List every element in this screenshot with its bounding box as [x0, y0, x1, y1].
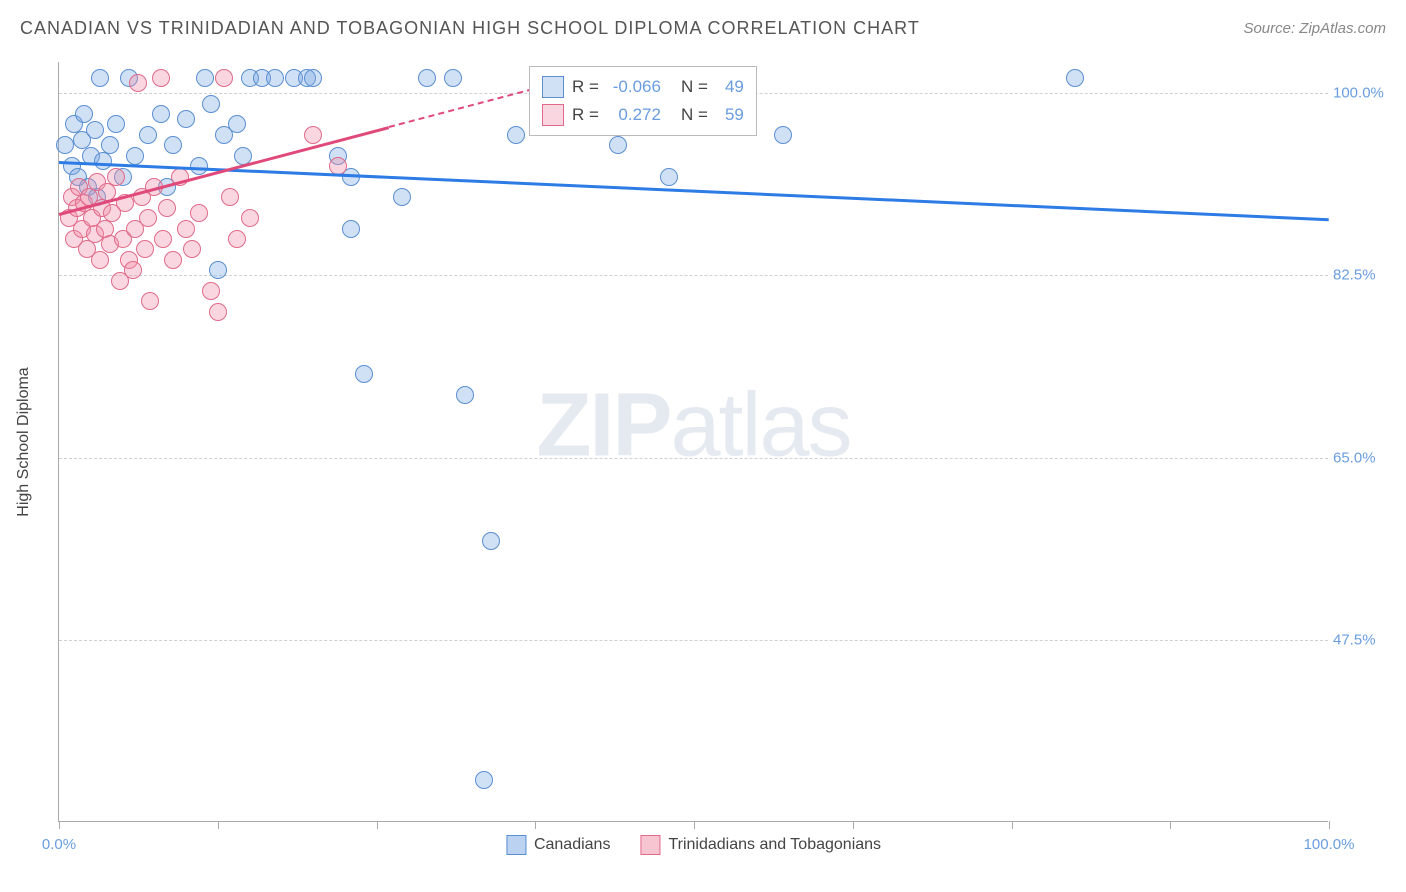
data-point: [91, 251, 109, 269]
data-point: [126, 147, 144, 165]
legend-swatch: [506, 835, 526, 855]
data-point: [342, 220, 360, 238]
legend-item: Trinidadians and Tobagonians: [640, 835, 881, 855]
gridline: [59, 275, 1328, 276]
data-point: [393, 188, 411, 206]
data-point: [139, 209, 157, 227]
stats-row: R = -0.066 N = 49: [542, 73, 744, 101]
stats-row: R = 0.272 N = 59: [542, 101, 744, 129]
x-tick-mark: [1170, 821, 1171, 829]
data-point: [139, 126, 157, 144]
legend-swatch: [640, 835, 660, 855]
data-point: [141, 292, 159, 310]
stat-r-label: R =: [572, 77, 599, 97]
data-point: [304, 126, 322, 144]
legend: Canadians Trinidadians and Tobagonians: [506, 835, 881, 855]
stat-r-value: -0.066: [607, 77, 661, 97]
data-point: [154, 230, 172, 248]
x-tick-mark: [535, 821, 536, 829]
data-point: [482, 532, 500, 550]
data-point: [107, 168, 125, 186]
data-point: [1066, 69, 1084, 87]
x-tick-mark: [1012, 821, 1013, 829]
data-point: [107, 115, 125, 133]
y-tick-label: 65.0%: [1333, 449, 1388, 466]
data-point: [94, 152, 112, 170]
x-tick-mark: [218, 821, 219, 829]
data-point: [444, 69, 462, 87]
stat-n-label: N =: [681, 105, 708, 125]
data-point: [609, 136, 627, 154]
data-point: [136, 240, 154, 258]
data-point: [241, 209, 259, 227]
data-point: [101, 136, 119, 154]
data-point: [475, 771, 493, 789]
data-point: [56, 136, 74, 154]
data-point: [456, 386, 474, 404]
data-point: [221, 188, 239, 206]
y-axis-label: High School Diploma: [15, 367, 33, 516]
legend-item: Canadians: [506, 835, 611, 855]
data-point: [202, 95, 220, 113]
data-point: [507, 126, 525, 144]
data-point: [228, 230, 246, 248]
stat-n-value: 49: [716, 77, 744, 97]
data-point: [164, 136, 182, 154]
chart-container: ZIPatlas 47.5%65.0%82.5%100.0%0.0%100.0%…: [58, 62, 1378, 822]
data-point: [660, 168, 678, 186]
gridline: [59, 640, 1328, 641]
data-point: [183, 240, 201, 258]
x-tick-label: 100.0%: [1304, 836, 1355, 853]
data-point: [91, 69, 109, 87]
x-tick-label: 0.0%: [42, 836, 76, 853]
data-point: [129, 74, 147, 92]
data-point: [190, 204, 208, 222]
data-point: [418, 69, 436, 87]
data-point: [355, 365, 373, 383]
series-swatch: [542, 76, 564, 98]
data-point: [266, 69, 284, 87]
data-point: [228, 115, 246, 133]
y-tick-label: 82.5%: [1333, 267, 1388, 284]
plot-area: ZIPatlas 47.5%65.0%82.5%100.0%0.0%100.0%…: [58, 62, 1328, 822]
x-tick-mark: [377, 821, 378, 829]
stat-n-value: 59: [716, 105, 744, 125]
stats-box: R = -0.066 N = 49 R = 0.272 N = 59: [529, 66, 757, 136]
data-point: [209, 261, 227, 279]
data-point: [196, 69, 214, 87]
gridline: [59, 458, 1328, 459]
data-point: [177, 220, 195, 238]
y-tick-label: 47.5%: [1333, 631, 1388, 648]
data-point: [158, 199, 176, 217]
x-tick-mark: [59, 821, 60, 829]
data-point: [152, 69, 170, 87]
stat-r-value: 0.272: [607, 105, 661, 125]
series-swatch: [542, 104, 564, 126]
stat-n-label: N =: [681, 77, 708, 97]
data-point: [215, 69, 233, 87]
data-point: [304, 69, 322, 87]
title-bar: CANADIAN VS TRINIDADIAN AND TOBAGONIAN H…: [0, 0, 1406, 39]
legend-label: Canadians: [534, 836, 611, 854]
data-point: [774, 126, 792, 144]
watermark: ZIPatlas: [536, 375, 850, 478]
y-tick-label: 100.0%: [1333, 85, 1388, 102]
x-tick-mark: [694, 821, 695, 829]
x-tick-mark: [1329, 821, 1330, 829]
data-point: [124, 261, 142, 279]
data-point: [177, 110, 195, 128]
source-label: Source: ZipAtlas.com: [1243, 20, 1386, 37]
data-point: [86, 121, 104, 139]
data-point: [202, 282, 220, 300]
chart-title: CANADIAN VS TRINIDADIAN AND TOBAGONIAN H…: [20, 18, 920, 39]
x-tick-mark: [853, 821, 854, 829]
stat-r-label: R =: [572, 105, 599, 125]
legend-label: Trinidadians and Tobagonians: [668, 836, 881, 854]
data-point: [164, 251, 182, 269]
data-point: [152, 105, 170, 123]
data-point: [209, 303, 227, 321]
